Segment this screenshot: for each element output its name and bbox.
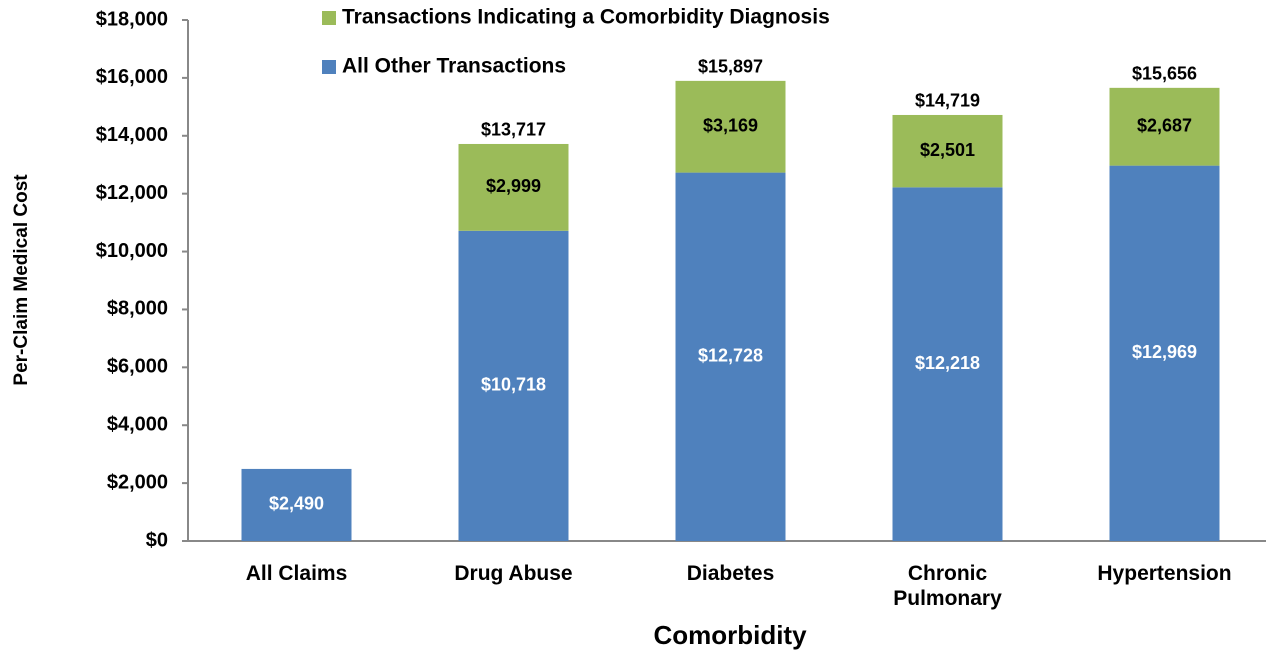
bar-segment — [241, 468, 352, 541]
legend-label: All Other Transactions — [342, 55, 566, 78]
value-label: $3,169 — [703, 115, 758, 135]
y-tick-label: $18,000 — [96, 8, 168, 30]
bar-segment — [892, 114, 1003, 188]
value-label: $12,218 — [915, 353, 980, 373]
y-tick-label: $10,000 — [96, 240, 168, 262]
y-tick-label: $16,000 — [96, 66, 168, 88]
y-tick-label: $0 — [146, 529, 168, 551]
bar-segment — [675, 172, 786, 542]
value-label: $2,687 — [1137, 115, 1192, 135]
y-tick-label: $2,000 — [107, 471, 168, 493]
legend-label: Transactions Indicating a Comorbidity Di… — [342, 6, 830, 29]
y-tick-label: $4,000 — [107, 414, 168, 436]
bar-segment — [458, 230, 569, 541]
y-tick-label: $8,000 — [107, 298, 168, 320]
y-tick-label: $12,000 — [96, 182, 168, 204]
bar-segment — [1109, 87, 1220, 166]
y-axis-title: Per-Claim Medical Cost — [11, 174, 32, 386]
total-label: $15,656 — [1132, 64, 1197, 84]
value-label: $2,490 — [269, 494, 324, 514]
bar-segment — [675, 80, 786, 173]
value-label: $12,969 — [1132, 342, 1197, 362]
value-label: $2,501 — [920, 140, 975, 160]
bar-segment — [892, 187, 1003, 541]
bar-segment — [458, 143, 569, 231]
y-tick-label: $6,000 — [107, 356, 168, 378]
value-label: $12,728 — [698, 346, 763, 366]
legend-swatch — [322, 11, 336, 25]
x-tick-label: All Claims — [245, 562, 348, 585]
total-label: $14,719 — [915, 91, 980, 111]
value-label: $10,718 — [481, 375, 546, 395]
x-tick-label: Chronic Pulmonary — [893, 562, 1002, 610]
total-label: $13,717 — [481, 120, 546, 140]
x-tick-label: Diabetes — [686, 562, 775, 585]
x-tick-label: Drug Abuse — [454, 562, 573, 585]
value-label: $2,999 — [486, 176, 541, 196]
bar-segment — [1109, 165, 1220, 541]
x-tick-label: Hypertension — [1097, 562, 1232, 585]
legend-swatch — [322, 60, 336, 74]
x-axis-title: Comorbidity — [653, 620, 807, 650]
y-tick-label: $14,000 — [96, 124, 168, 146]
total-label: $15,897 — [698, 57, 763, 77]
